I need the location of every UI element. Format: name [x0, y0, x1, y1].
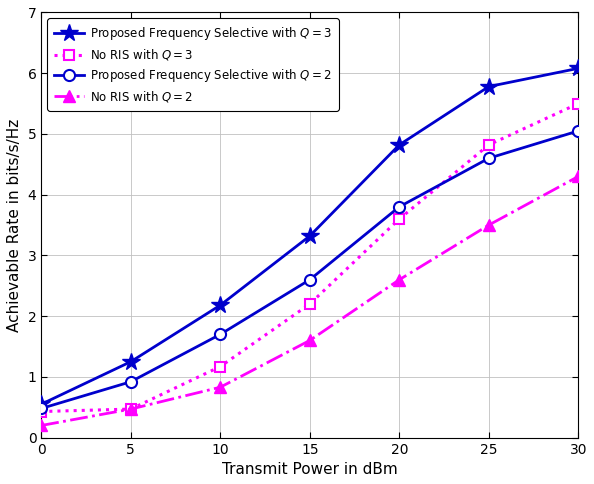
No RIS with $Q = 3$ — [575, 101, 582, 106]
Line: No RIS with $Q = 2$: No RIS with $Q = 2$ — [35, 170, 584, 432]
No RIS with $Q = 3$ — [127, 406, 134, 412]
Legend: Proposed Frequency Selective with $Q = 3$, No RIS with $Q = 3$, Proposed Frequen: Proposed Frequency Selective with $Q = 3… — [47, 18, 339, 111]
No RIS with $Q = 2$ — [485, 222, 492, 228]
No RIS with $Q = 2$ — [396, 277, 403, 283]
No RIS with $Q = 2$ — [127, 406, 134, 412]
No RIS with $Q = 3$ — [396, 216, 403, 222]
Line: No RIS with $Q = 3$: No RIS with $Q = 3$ — [36, 99, 583, 416]
Proposed Frequency Selective with $Q = 3$ — [575, 65, 582, 71]
No RIS with $Q = 3$ — [37, 408, 45, 414]
Proposed Frequency Selective with $Q = 3$ — [396, 142, 403, 148]
X-axis label: Transmit Power in dBm: Transmit Power in dBm — [222, 462, 397, 477]
No RIS with $Q = 3$ — [217, 363, 224, 369]
Proposed Frequency Selective with $Q = 2$ — [396, 204, 403, 210]
Line: Proposed Frequency Selective with $Q = 3$: Proposed Frequency Selective with $Q = 3… — [32, 60, 587, 413]
Y-axis label: Achievable Rate in bits/s/Hz: Achievable Rate in bits/s/Hz — [7, 119, 22, 332]
Proposed Frequency Selective with $Q = 2$ — [485, 155, 492, 161]
Proposed Frequency Selective with $Q = 3$ — [37, 401, 45, 407]
Proposed Frequency Selective with $Q = 2$ — [575, 128, 582, 134]
No RIS with $Q = 3$ — [485, 142, 492, 148]
Proposed Frequency Selective with $Q = 3$ — [485, 84, 492, 90]
No RIS with $Q = 2$ — [37, 423, 45, 428]
No RIS with $Q = 3$ — [306, 301, 313, 307]
Proposed Frequency Selective with $Q = 2$ — [37, 406, 45, 411]
Proposed Frequency Selective with $Q = 3$ — [127, 359, 134, 364]
Proposed Frequency Selective with $Q = 3$ — [306, 233, 313, 239]
Line: Proposed Frequency Selective with $Q = 2$: Proposed Frequency Selective with $Q = 2… — [36, 125, 584, 414]
No RIS with $Q = 2$ — [575, 174, 582, 180]
Proposed Frequency Selective with $Q = 3$ — [217, 302, 224, 308]
No RIS with $Q = 2$ — [217, 384, 224, 390]
Proposed Frequency Selective with $Q = 2$ — [306, 277, 313, 283]
Proposed Frequency Selective with $Q = 2$ — [217, 332, 224, 337]
Proposed Frequency Selective with $Q = 2$ — [127, 379, 134, 385]
No RIS with $Q = 2$ — [306, 337, 313, 343]
